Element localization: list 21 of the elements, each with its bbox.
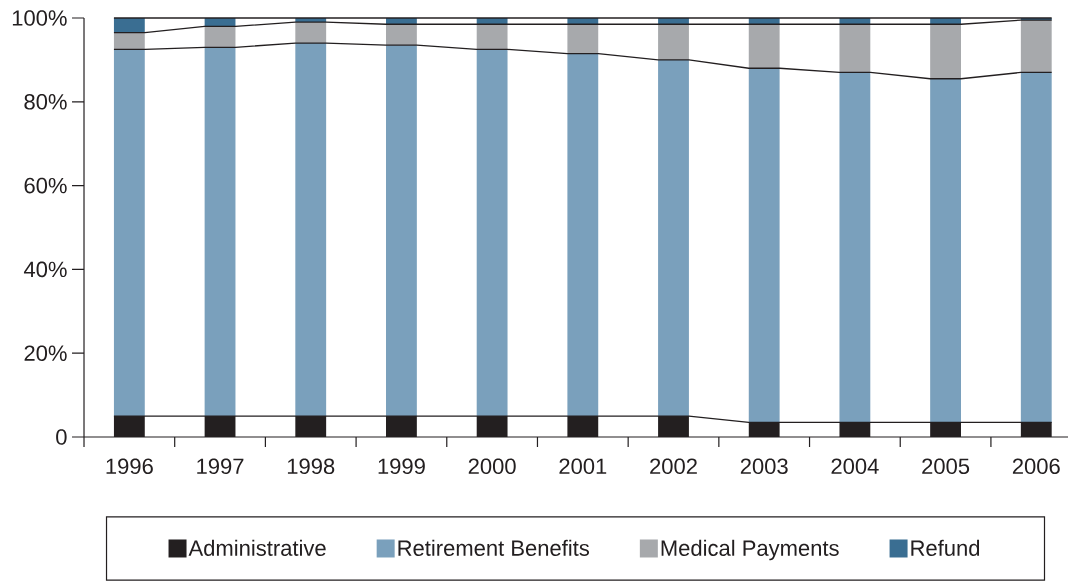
y-tick-label: 0 bbox=[56, 429, 67, 445]
x-tick-label: 1996 bbox=[106, 458, 153, 475]
legend-label: Retirement Benefits bbox=[398, 539, 590, 556]
legend-label: Refund bbox=[911, 539, 980, 556]
y-tick-label: 20% bbox=[24, 345, 67, 361]
x-tick-label: 1999 bbox=[378, 458, 425, 475]
legend-label: Administrative bbox=[188, 539, 326, 556]
x-tick-label: 2003 bbox=[740, 458, 788, 475]
y-tick-label: 60% bbox=[24, 177, 67, 194]
x-tick-label: 2002 bbox=[650, 458, 697, 475]
y-tick-label: 40% bbox=[23, 261, 67, 278]
x-tick-label: 2000 bbox=[468, 458, 516, 475]
x-tick-label: 2005 bbox=[922, 458, 970, 475]
x-tick-label: 2001 bbox=[559, 458, 607, 475]
x-tick-label: 2004 bbox=[831, 458, 879, 475]
x-tick-label: 1997 bbox=[197, 458, 244, 475]
y-tick-label: 80% bbox=[24, 94, 67, 110]
y-tick-label: 100% bbox=[12, 10, 67, 26]
x-tick-label: 1998 bbox=[287, 458, 335, 475]
x-tick-label: 2006 bbox=[1012, 458, 1060, 475]
legend-label: Medical Payments bbox=[661, 539, 839, 561]
